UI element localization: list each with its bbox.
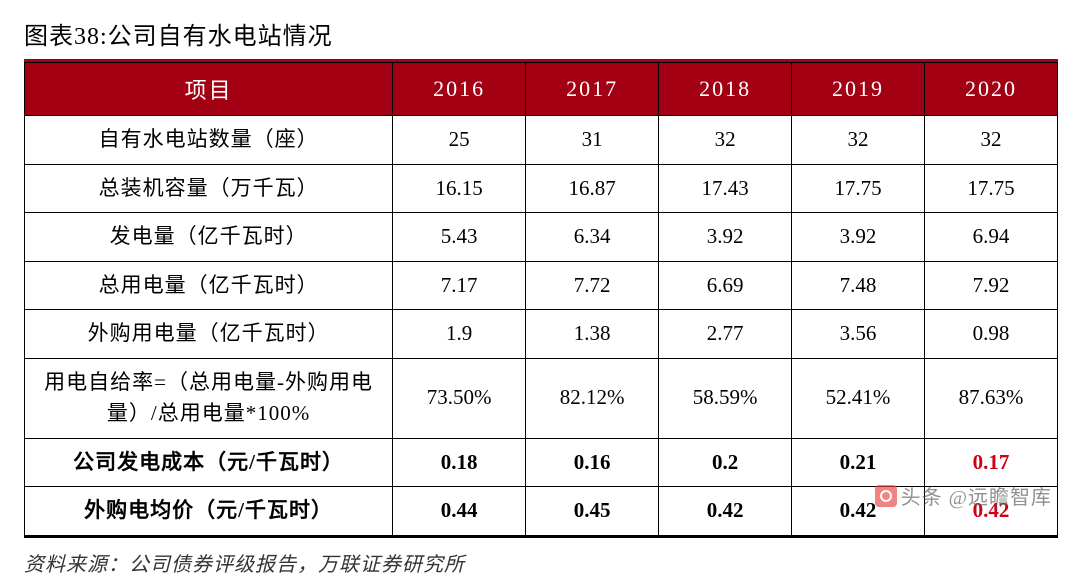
row-label: 用电自给率=（总用电量-外购用电量）/总用电量*100% (25, 358, 393, 438)
table-body: 自有水电站数量（座）2531323232总装机容量（万千瓦）16.1516.87… (25, 116, 1058, 536)
cell: 6.34 (526, 213, 659, 262)
cell: 17.75 (925, 164, 1058, 213)
cell: 58.59% (659, 358, 792, 438)
hydro-table: 项目 2016 2017 2018 2019 2020 自有水电站数量（座）25… (24, 62, 1058, 536)
cell: 17.75 (792, 164, 925, 213)
row-label: 公司发电成本（元/千瓦时） (25, 438, 393, 487)
cell: 31 (526, 116, 659, 165)
cell: 7.72 (526, 261, 659, 310)
cell: 52.41% (792, 358, 925, 438)
cell: 0.44 (393, 487, 526, 536)
cell: 32 (659, 116, 792, 165)
table-row: 自有水电站数量（座）2531323232 (25, 116, 1058, 165)
table-container: 项目 2016 2017 2018 2019 2020 自有水电站数量（座）25… (24, 62, 1058, 536)
cell: 0.18 (393, 438, 526, 487)
row-label: 外购电均价（元/千瓦时） (25, 487, 393, 536)
cell: 32 (925, 116, 1058, 165)
row-label: 总装机容量（万千瓦） (25, 164, 393, 213)
col-header-2018: 2018 (659, 63, 792, 116)
cell: 7.48 (792, 261, 925, 310)
cell: 82.12% (526, 358, 659, 438)
col-header-2019: 2019 (792, 63, 925, 116)
cell: 0.2 (659, 438, 792, 487)
cell: 0.21 (792, 438, 925, 487)
col-header-item: 项目 (25, 63, 393, 116)
row-label: 外购用电量（亿千瓦时） (25, 310, 393, 359)
cell: 7.92 (925, 261, 1058, 310)
table-row: 发电量（亿千瓦时）5.436.343.923.926.94 (25, 213, 1058, 262)
cell: 0.16 (526, 438, 659, 487)
col-header-2017: 2017 (526, 63, 659, 116)
cell: 16.87 (526, 164, 659, 213)
watermark: 头条 @远瞻智库 (875, 481, 1052, 510)
cell: 2.77 (659, 310, 792, 359)
cell: 32 (792, 116, 925, 165)
cell: 0.42 (659, 487, 792, 536)
cell: 6.94 (925, 213, 1058, 262)
source-note: 资料来源：公司债券评级报告，万联证券研究所 (24, 536, 1058, 577)
cell: 17.43 (659, 164, 792, 213)
table-row: 公司发电成本（元/千瓦时）0.180.160.20.210.17 (25, 438, 1058, 487)
row-label: 总用电量（亿千瓦时） (25, 261, 393, 310)
table-row: 总装机容量（万千瓦）16.1516.8717.4317.7517.75 (25, 164, 1058, 213)
row-label: 自有水电站数量（座） (25, 116, 393, 165)
table-row: 总用电量（亿千瓦时）7.177.726.697.487.92 (25, 261, 1058, 310)
cell: 5.43 (393, 213, 526, 262)
col-header-2020: 2020 (925, 63, 1058, 116)
row-label: 发电量（亿千瓦时） (25, 213, 393, 262)
cell: 3.92 (659, 213, 792, 262)
cell: 1.38 (526, 310, 659, 359)
watermark-icon (875, 485, 897, 507)
cell: 73.50% (393, 358, 526, 438)
cell: 25 (393, 116, 526, 165)
cell: 87.63% (925, 358, 1058, 438)
cell: 0.17 (925, 438, 1058, 487)
cell: 1.9 (393, 310, 526, 359)
chart-title: 图表38:公司自有水电站情况 (24, 12, 1058, 62)
cell: 3.92 (792, 213, 925, 262)
cell: 16.15 (393, 164, 526, 213)
cell: 3.56 (792, 310, 925, 359)
cell: 7.17 (393, 261, 526, 310)
cell: 0.45 (526, 487, 659, 536)
watermark-text: 头条 @远瞻智库 (901, 481, 1052, 510)
col-header-2016: 2016 (393, 63, 526, 116)
table-row: 外购用电量（亿千瓦时）1.91.382.773.560.98 (25, 310, 1058, 359)
cell: 0.98 (925, 310, 1058, 359)
table-row: 用电自给率=（总用电量-外购用电量）/总用电量*100%73.50%82.12%… (25, 358, 1058, 438)
table-header-row: 项目 2016 2017 2018 2019 2020 (25, 63, 1058, 116)
cell: 6.69 (659, 261, 792, 310)
